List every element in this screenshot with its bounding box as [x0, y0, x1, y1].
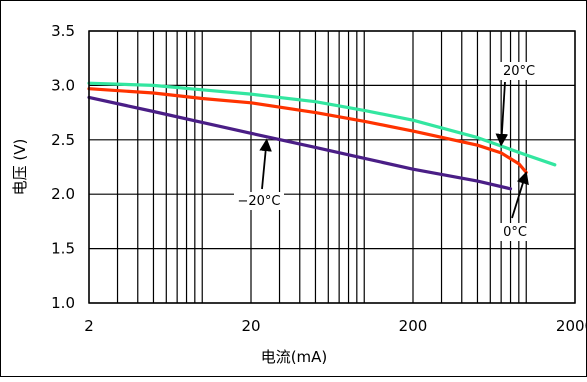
annotation-arrow-0-c — [511, 171, 529, 219]
annotation-label-20-c: −20°C — [237, 194, 280, 209]
annotation-arrow-20-c — [495, 81, 509, 147]
annotation-label-bg-0-c — [498, 223, 532, 241]
y-tick-label: 1.0 — [51, 294, 75, 312]
x-axis-title: 电流(mA) — [261, 348, 328, 366]
plot-area-frame — [88, 30, 576, 304]
y-tick-label: 1.5 — [51, 240, 75, 258]
annotation-label-bg-20-c — [234, 192, 284, 210]
annotation-label-20-c: 20°C — [503, 64, 535, 79]
series-line-20-c — [87, 95, 513, 191]
x-tick-label: 2000 — [556, 317, 587, 335]
x-tick-label: 20 — [241, 317, 260, 335]
annotations: 20°C 0°C −20°C — [234, 62, 540, 241]
y-tick-label: 3.0 — [51, 76, 75, 94]
annotation-arrow-20-c — [259, 138, 272, 190]
x-tick-label: 2 — [84, 317, 94, 335]
y-tick-label: 3.5 — [51, 22, 75, 40]
y-axis-title: 电压 (V) — [11, 139, 29, 196]
y-tick-label: 2.5 — [51, 131, 75, 149]
tick-labels: 1.0 1.5 2.0 2.5 3.0 3.5 2 20 200 2000 — [51, 22, 587, 335]
y-tick-label: 2.0 — [51, 185, 75, 203]
series-line-0-c — [87, 87, 528, 174]
annotation-label-0-c: 0°C — [503, 225, 527, 240]
annotation-label-bg-20-c — [498, 62, 540, 80]
x-tick-label: 200 — [399, 317, 428, 335]
